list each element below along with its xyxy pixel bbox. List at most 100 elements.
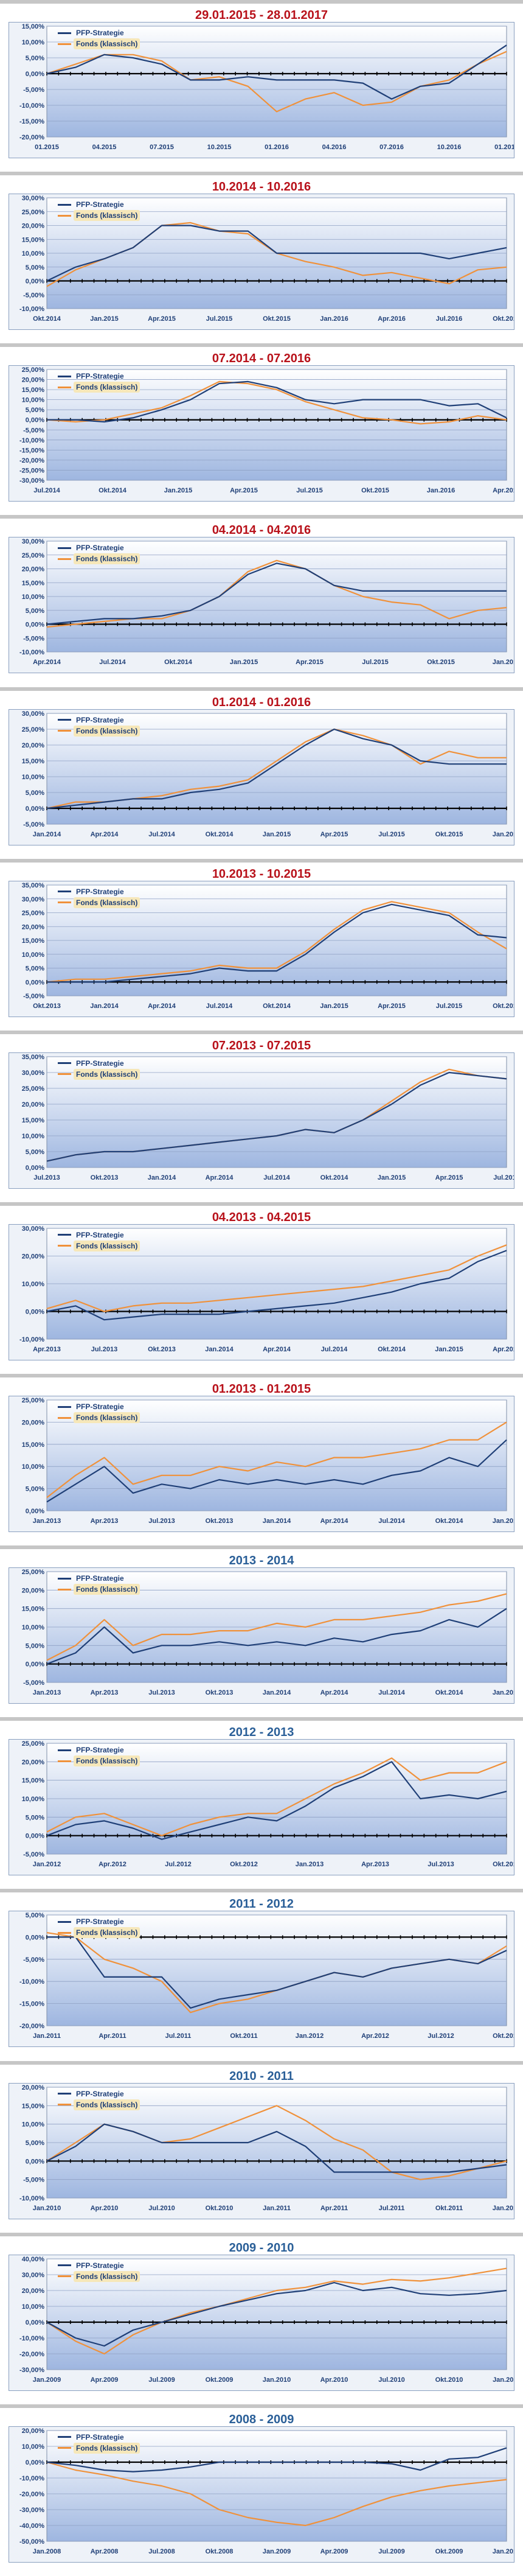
series-line-strategy [46, 2447, 507, 2473]
y-tick-label: -10,00% [19, 1979, 44, 1986]
series-line-fund [46, 381, 507, 425]
y-tick-label: 10,00% [22, 1281, 45, 1288]
x-tick-label: Jul.2015 [436, 1003, 462, 1010]
x-tick-label: Jul.2014 [263, 1174, 290, 1181]
legend-swatch [58, 719, 71, 721]
x-tick-label: Apr.2015 [296, 659, 324, 666]
legend-label: PFP-Strategie [76, 1574, 124, 1583]
x-tick-label: Jan.2009 [33, 2376, 61, 2384]
y-tick-label: -30,00% [19, 2507, 44, 2514]
x-tick-label: Jul.2012 [165, 1861, 191, 1868]
x-tick-label: Okt.2010 [435, 2376, 463, 2384]
x-tick-label: Okt.2013 [91, 1174, 119, 1181]
x-tick-label: 01.2015 [35, 144, 59, 151]
y-tick-label: 10,00% [22, 1133, 45, 1140]
x-tick-label: Jan.2015 [493, 1517, 514, 1525]
x-tick-label: Okt.2008 [206, 2548, 234, 2555]
legend: PFP-Strategie Fonds (klassisch) [58, 1230, 173, 1251]
y-tick-label: -5,00% [23, 427, 44, 435]
y-tick-label: 5,00% [26, 607, 44, 615]
x-tick-label: Jul.2015 [296, 487, 322, 494]
chart-area: 25,00% 20,00% 15,00% 10,00% 5,00% 0,00% -5,00%… [9, 1567, 514, 1704]
legend-swatch [58, 2264, 71, 2267]
y-tick-label: 15,00% [22, 580, 45, 587]
legend-item-fund: Fonds (klassisch) [58, 1755, 173, 1767]
panel-separator [0, 1545, 523, 1550]
x-tick-label: 01.2016 [265, 144, 289, 151]
panel-separator [0, 0, 523, 4]
x-tick-label: Apr.2011 [99, 2032, 126, 2040]
y-tick-label: 30,00% [22, 895, 45, 903]
x-tick-label: Jul.2014 [33, 487, 60, 494]
x-tick-label: Jan.2010 [263, 2376, 291, 2384]
x-tick-label: Okt.2014 [378, 1346, 406, 1353]
chart-area: 25,00% 20,00% 15,00% 10,00% 5,00% 0,00% -5,00%… [9, 1739, 514, 1876]
legend-label: Fonds (klassisch) [74, 2099, 140, 2110]
x-tick-label: Jul.2014 [321, 1346, 348, 1353]
x-tick-label: Okt.2013 [493, 1861, 514, 1868]
x-tick-label: Jul.2013 [91, 1346, 117, 1353]
x-tick-label: Apr.2009 [91, 2376, 119, 2384]
y-tick-label: 25,00% [22, 366, 45, 374]
chart-panel: 04.2013 - 04.2015 30,00% 20,00% 10,00% 0,00%… [0, 1202, 523, 1374]
chart-panel: 04.2014 - 04.2016 30,00% 25,00% 20,00% 15,00… [0, 515, 523, 687]
y-tick-label: 0,00% [26, 1934, 44, 1942]
y-tick-label: 15,00% [22, 1606, 45, 1613]
x-tick-label: Jan.2008 [33, 2548, 61, 2555]
legend-label: PFP-Strategie [76, 715, 124, 724]
panel-separator [0, 343, 523, 348]
y-tick-label: 10,00% [22, 951, 45, 958]
y-tick-label: 5,00% [26, 2140, 44, 2147]
y-tick-label: 15,00% [22, 23, 45, 30]
legend-item-strategy: PFP-Strategie [58, 2432, 173, 2443]
chart-panel: 2012 - 2013 25,00% 20,00% 15,00% 10,00% 5,00%… [0, 1717, 523, 1889]
x-tick-label: 10.2016 [437, 144, 462, 151]
x-tick-label: Jan.2014 [90, 1003, 119, 1010]
panel-separator [0, 687, 523, 691]
series-line-fund [46, 2267, 507, 2354]
chart-title: 07.2014 - 07.2016 [212, 352, 311, 366]
y-tick-label: -5,00% [23, 2176, 44, 2183]
x-tick-label: Okt.2011 [230, 2032, 257, 2040]
x-tick-label: Jan.2015 [493, 1689, 514, 1696]
x-tick-label: Okt.2014 [320, 1174, 349, 1181]
x-tick-label: Jan.2012 [33, 1861, 61, 1868]
y-tick-label: 5,00% [26, 1486, 44, 1493]
x-tick-label: Jul.2016 [436, 315, 462, 323]
y-tick-label: -15,00% [19, 118, 44, 125]
y-tick-label: 30,00% [22, 710, 45, 718]
series-line-strategy [46, 1608, 507, 1665]
series-line-fund [46, 1593, 507, 1661]
y-tick-label: 15,00% [22, 1777, 45, 1785]
x-tick-label: Apr.2015 [230, 487, 258, 494]
legend-swatch [58, 43, 71, 45]
x-tick-label: Okt.2014 [263, 1003, 291, 1010]
y-tick-label: 20,00% [22, 2084, 45, 2091]
x-tick-label: 04.2015 [92, 144, 117, 151]
legend-swatch [58, 2093, 71, 2095]
legend: PFP-Strategie Fonds (klassisch) [58, 542, 173, 565]
series-line-strategy [46, 2281, 507, 2347]
chart-panel: 10.2013 - 10.2015 35,00% 30,00% 25,00% 20,00… [0, 858, 523, 1031]
x-tick-label: Okt.2013 [206, 1689, 234, 1696]
legend-item-strategy: PFP-Strategie [58, 2088, 173, 2099]
y-tick-label: 10,00% [22, 593, 45, 601]
legend-label: PFP-Strategie [76, 2261, 124, 2270]
legend-label: PFP-Strategie [76, 1402, 124, 1412]
x-tick-label: Jan.2011 [493, 2376, 514, 2384]
legend-item-fund: Fonds (klassisch) [58, 1412, 173, 1424]
legend-swatch [58, 1073, 71, 1076]
y-tick-label: 25,00% [22, 1397, 45, 1404]
legend-label: Fonds (klassisch) [74, 1068, 140, 1080]
legend-item-strategy: PFP-Strategie [58, 1573, 173, 1584]
series-line-fund [46, 51, 507, 113]
chart-area: 30,00% 20,00% 10,00% 0,00% -10,00% Apr.2013 Ju… [9, 1223, 514, 1360]
legend: PFP-Strategie Fonds (klassisch) [58, 27, 173, 49]
y-tick-label: 5,00% [26, 264, 44, 271]
y-tick-label: 0,00% [26, 1661, 44, 1668]
y-tick-label: -50,00% [19, 2538, 44, 2546]
panel-separator [0, 1374, 523, 1378]
y-tick-label: -25,00% [19, 467, 44, 475]
panel-separator [0, 1889, 523, 1893]
legend-label: Fonds (klassisch) [74, 2270, 140, 2282]
